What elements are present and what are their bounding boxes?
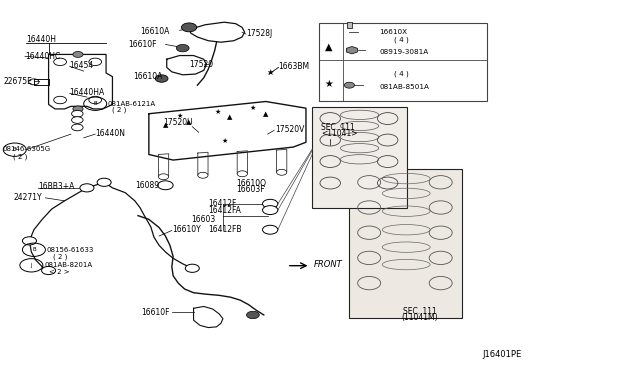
Text: <11041>: <11041> <box>321 129 358 138</box>
Text: 081AB-6121A: 081AB-6121A <box>108 101 156 107</box>
Text: 16610X: 16610X <box>380 29 408 35</box>
Text: 08156-61633: 08156-61633 <box>47 247 94 253</box>
FancyBboxPatch shape <box>312 108 407 208</box>
Text: 081AB-8501A: 081AB-8501A <box>380 84 429 90</box>
Text: < 2 >: < 2 > <box>49 269 69 275</box>
Text: 16610Q: 16610Q <box>236 179 266 187</box>
Text: 16440N: 16440N <box>95 129 125 138</box>
Text: 16610Y: 16610Y <box>172 225 200 234</box>
Text: 16440HC: 16440HC <box>25 52 60 61</box>
Text: FRONT: FRONT <box>314 260 342 269</box>
Text: ( 4 ): ( 4 ) <box>394 37 409 43</box>
Text: 16454: 16454 <box>70 61 94 70</box>
Text: 24271Y: 24271Y <box>13 193 42 202</box>
Circle shape <box>73 51 83 57</box>
Text: ★: ★ <box>266 68 274 77</box>
Text: 16440HA: 16440HA <box>70 88 105 97</box>
Circle shape <box>185 264 199 272</box>
Text: ▲: ▲ <box>325 41 333 51</box>
Circle shape <box>262 199 278 208</box>
Circle shape <box>97 178 111 186</box>
Text: SEC. 111: SEC. 111 <box>321 123 355 132</box>
Text: ▲: ▲ <box>186 119 192 125</box>
Text: N: N <box>367 48 371 53</box>
Text: 16603: 16603 <box>191 215 215 224</box>
Text: 16412FB: 16412FB <box>208 225 242 234</box>
Circle shape <box>159 174 169 180</box>
Text: 16BB3+A: 16BB3+A <box>38 182 74 191</box>
Circle shape <box>276 169 287 175</box>
Text: 08146-6305G: 08146-6305G <box>3 146 51 152</box>
Text: ( 4 ): ( 4 ) <box>394 70 409 77</box>
Text: 16610A: 16610A <box>140 26 170 36</box>
Text: 16412F: 16412F <box>208 199 237 208</box>
Text: 17520U: 17520U <box>164 118 193 127</box>
Text: 16610A: 16610A <box>134 72 163 81</box>
Circle shape <box>181 23 196 32</box>
Text: ▲: ▲ <box>263 111 268 117</box>
Bar <box>347 22 352 28</box>
Text: 16603F: 16603F <box>236 185 264 194</box>
Circle shape <box>80 184 94 192</box>
FancyBboxPatch shape <box>319 23 487 101</box>
Circle shape <box>72 110 83 117</box>
Text: 08919-3081A: 08919-3081A <box>380 49 429 55</box>
Text: B: B <box>93 101 97 106</box>
Circle shape <box>198 172 208 178</box>
Circle shape <box>176 44 189 52</box>
Text: ▲: ▲ <box>227 115 232 121</box>
Circle shape <box>158 181 173 190</box>
FancyBboxPatch shape <box>349 169 463 318</box>
Circle shape <box>344 82 355 88</box>
Text: 22675E: 22675E <box>4 77 33 86</box>
Text: ★: ★ <box>177 113 182 119</box>
Text: R: R <box>367 83 371 88</box>
Text: ( 2 ): ( 2 ) <box>13 153 28 160</box>
Text: 1663BM: 1663BM <box>278 62 310 71</box>
Circle shape <box>72 124 83 131</box>
Text: (11041M): (11041M) <box>402 314 438 323</box>
Text: 16610F: 16610F <box>129 40 157 49</box>
Text: ★: ★ <box>214 109 221 115</box>
Circle shape <box>262 225 278 234</box>
Circle shape <box>72 117 83 124</box>
Text: 16089: 16089 <box>135 181 159 190</box>
Circle shape <box>42 266 56 275</box>
Text: 16440H: 16440H <box>26 35 56 44</box>
Text: ( 2 ): ( 2 ) <box>113 107 127 113</box>
Text: ▲: ▲ <box>163 122 168 128</box>
Text: 16610F: 16610F <box>141 308 170 317</box>
Text: 17520V: 17520V <box>275 125 305 134</box>
Text: ★: ★ <box>324 78 333 89</box>
Text: 17528J: 17528J <box>246 29 272 38</box>
Text: J: J <box>31 263 32 268</box>
Text: ★: ★ <box>250 105 256 111</box>
Text: J16401PE: J16401PE <box>483 350 522 359</box>
Circle shape <box>73 106 83 112</box>
Circle shape <box>156 75 168 82</box>
Text: SEC. 111: SEC. 111 <box>403 307 436 316</box>
Circle shape <box>22 237 36 245</box>
Text: ( 2 ): ( 2 ) <box>53 254 67 260</box>
Text: 16412FA: 16412FA <box>208 206 241 215</box>
Text: B: B <box>32 247 36 252</box>
Text: ★: ★ <box>221 138 227 144</box>
Text: B: B <box>13 147 17 152</box>
Text: 081AB-8201A: 081AB-8201A <box>44 262 92 268</box>
Circle shape <box>237 171 248 177</box>
Circle shape <box>246 311 259 319</box>
Text: 17520: 17520 <box>189 60 213 69</box>
Circle shape <box>262 206 278 215</box>
